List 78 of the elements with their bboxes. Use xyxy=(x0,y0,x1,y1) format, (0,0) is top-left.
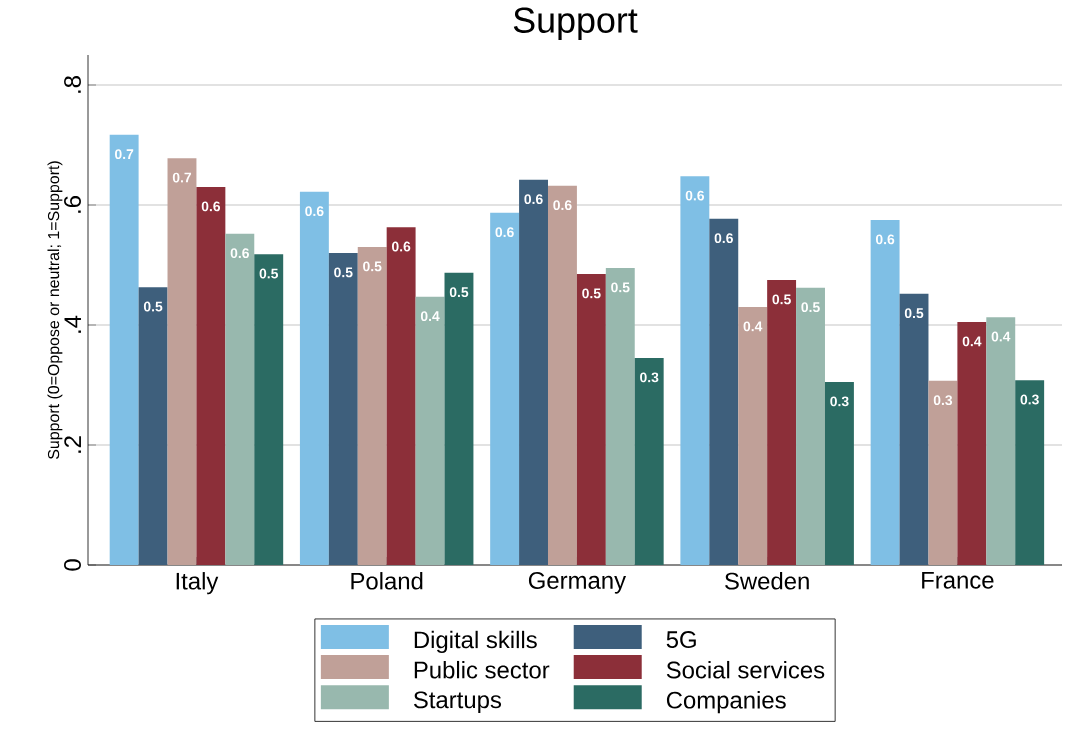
legend-label: Social services xyxy=(666,660,825,679)
chart-title: Support xyxy=(513,7,638,41)
bar xyxy=(605,268,635,565)
bar xyxy=(357,247,387,565)
data-label: 0.5 xyxy=(772,294,791,305)
bar xyxy=(490,212,520,565)
bar xyxy=(167,158,197,565)
data-label: 0.6 xyxy=(305,206,324,217)
legend-label: Startups xyxy=(413,691,502,714)
data-label: 0.6 xyxy=(392,241,411,252)
data-label: 0.5 xyxy=(259,268,279,279)
data-label: 0.3 xyxy=(933,395,953,406)
bar xyxy=(109,134,139,565)
y-axis-title: Support (0=Oppose or neutral; 1=Support) xyxy=(47,161,63,460)
data-label: 0.3 xyxy=(830,396,849,407)
data-label: 0.6 xyxy=(524,194,543,205)
legend-label: Companies xyxy=(666,691,786,714)
data-label: 0.4 xyxy=(962,336,982,347)
data-label: 0.7 xyxy=(115,149,134,160)
data-label: 0.5 xyxy=(449,287,469,298)
data-label: 0.5 xyxy=(801,302,820,313)
bar xyxy=(986,317,1016,565)
bar xyxy=(444,272,474,565)
bar xyxy=(634,358,664,565)
data-label: 0.5 xyxy=(611,282,630,293)
bar xyxy=(796,287,825,565)
y-tick-label: .4 xyxy=(64,315,81,333)
bar xyxy=(415,296,445,565)
x-tick-label: France xyxy=(922,572,994,589)
data-label: 0.5 xyxy=(143,301,163,312)
y-tick-label: .6 xyxy=(64,196,81,213)
bar xyxy=(680,176,710,565)
y-tick-label: 0 xyxy=(64,559,81,571)
data-label: 0.6 xyxy=(230,248,249,259)
bar xyxy=(519,179,548,565)
data-label: 0.6 xyxy=(201,201,221,212)
legend-label: 5G xyxy=(666,631,696,649)
data-label: 0.6 xyxy=(553,200,572,211)
bar xyxy=(928,380,958,565)
x-tick-label: Germany xyxy=(528,572,627,594)
bar xyxy=(225,233,255,565)
bar xyxy=(709,218,739,565)
x-tick-label: Italy xyxy=(176,572,219,595)
y-tick-label: .8 xyxy=(64,76,81,93)
data-label: 0.6 xyxy=(685,190,705,201)
bar xyxy=(254,254,284,565)
x-tick-label: Sweden xyxy=(725,572,809,590)
legend-label: Public sector xyxy=(414,660,550,679)
bar xyxy=(957,322,987,565)
bar xyxy=(824,382,854,565)
data-label: 0.5 xyxy=(582,288,601,299)
bar xyxy=(576,274,606,565)
data-label: 0.5 xyxy=(334,267,353,278)
bar xyxy=(1015,380,1045,565)
data-label: 0.5 xyxy=(904,308,924,319)
data-label: 0.5 xyxy=(363,261,382,272)
bar xyxy=(547,185,577,565)
data-label: 0.6 xyxy=(714,233,733,244)
data-label: 0.4 xyxy=(991,331,1011,342)
data-label: 0.6 xyxy=(875,234,895,245)
bar xyxy=(138,287,168,565)
data-label: 0.4 xyxy=(743,321,763,332)
bar xyxy=(386,227,416,565)
bar xyxy=(299,191,329,565)
y-tick-label: .2 xyxy=(64,436,81,453)
data-label: 0.6 xyxy=(495,227,514,238)
data-label: 0.7 xyxy=(172,172,192,183)
bar xyxy=(899,293,929,565)
data-label: 0.4 xyxy=(420,311,440,322)
x-tick-label: Poland xyxy=(351,572,423,590)
bar xyxy=(738,307,768,565)
bar xyxy=(767,280,797,565)
bar xyxy=(328,253,358,565)
bar xyxy=(870,220,900,565)
bar xyxy=(196,187,226,565)
legend-label: Digital skills xyxy=(414,630,537,654)
data-label: 0.3 xyxy=(640,372,659,383)
data-label: 0.3 xyxy=(1020,394,1039,405)
